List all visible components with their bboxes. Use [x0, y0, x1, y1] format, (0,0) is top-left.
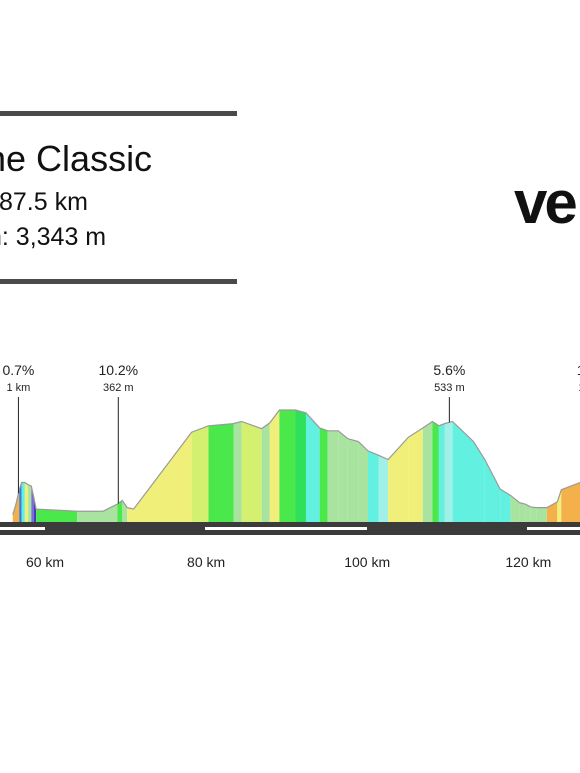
- profile-slice-45: [536, 507, 547, 522]
- profile-slice-25: [327, 430, 339, 522]
- profile-slice-24: [319, 427, 328, 522]
- climb-length-label-1: 362 m: [103, 382, 134, 394]
- profile-slice-2: [19, 482, 22, 522]
- profile-slice-3: [21, 482, 25, 522]
- profile-slice-29: [368, 450, 379, 522]
- profile-slice-22: [295, 409, 306, 522]
- x-tick-label-3: 120 km: [505, 554, 551, 570]
- profile-slice-12: [122, 500, 128, 522]
- profile-slice-10: [102, 504, 118, 522]
- climb-length-label-0: 1 km: [6, 382, 30, 394]
- x-tick-label-0: 60 km: [26, 554, 64, 570]
- header-rule-top: [0, 111, 237, 116]
- profile-slice-20: [269, 409, 280, 522]
- profile-slice-47: [557, 489, 562, 522]
- profile-outline: [12, 409, 580, 515]
- profile-slice-15: [191, 425, 209, 522]
- profile-slice-38: [473, 441, 485, 522]
- profile-slice-40: [500, 488, 511, 522]
- profile-slice-31: [388, 437, 409, 522]
- axis-segment-0: [0, 527, 45, 530]
- profile-slice-30: [378, 455, 389, 522]
- profile-slice-39: [484, 459, 501, 522]
- header-rule-bottom: [0, 279, 237, 284]
- profile-slice-35: [438, 423, 445, 522]
- profile-slice-14: [133, 432, 192, 522]
- profile-slice-edge: [561, 482, 580, 522]
- profile-slice-8: [36, 509, 78, 522]
- profile-slice-44: [530, 506, 537, 522]
- axis-segment-1: [205, 527, 367, 530]
- profile-slice-7: [33, 496, 37, 522]
- profile-slice-11: [117, 500, 123, 522]
- climb-gradient-label-2: 5.6%: [433, 362, 465, 378]
- x-tick-label-2: 100 km: [344, 554, 390, 570]
- climb-gradient-label-3: 10.7: [577, 362, 580, 378]
- profile-slice-23: [305, 412, 320, 522]
- climb-gradient-label-1: 10.2%: [98, 362, 138, 378]
- profile-slice-42: [519, 502, 526, 522]
- profile-slice-27: [347, 438, 359, 522]
- profile-slice-46: [546, 501, 558, 522]
- profile-slice-36: [444, 421, 453, 522]
- profile-slice-32: [408, 427, 423, 522]
- race-distance: 87.5 km: [0, 188, 88, 216]
- profile-slice-1: [16, 489, 20, 522]
- climb-length-label-3: 1.1 k: [578, 382, 580, 394]
- profile-slice-17: [233, 421, 242, 522]
- profile-slice-5: [28, 484, 32, 522]
- profile-slice-4: [24, 482, 29, 522]
- profile-slice-19: [261, 422, 270, 522]
- x-tick-label-1: 80 km: [187, 554, 225, 570]
- profile-slice-28: [358, 441, 369, 522]
- climb-gradient-label-0: 0.7%: [2, 362, 34, 378]
- profile-slice-41: [510, 495, 520, 522]
- profile-slice-21: [279, 409, 296, 522]
- profile-slice-9: [77, 511, 103, 522]
- race-title: he Classic: [0, 138, 153, 179]
- profile-slice-34: [432, 421, 439, 522]
- brand-logo: ve: [514, 169, 578, 236]
- race-elevation: n: 3,343 m: [0, 223, 107, 251]
- profile-slice-33: [422, 421, 433, 522]
- profile-slice-37: [452, 421, 474, 522]
- profile-slice-26: [338, 430, 348, 522]
- axis-segment-2: [527, 527, 580, 530]
- profile-slice-16: [208, 423, 234, 522]
- climb-length-label-2: 533 m: [434, 382, 465, 394]
- profile-slice-13: [127, 507, 134, 522]
- profile-slice-43: [525, 504, 531, 522]
- profile-slice-18: [241, 421, 262, 522]
